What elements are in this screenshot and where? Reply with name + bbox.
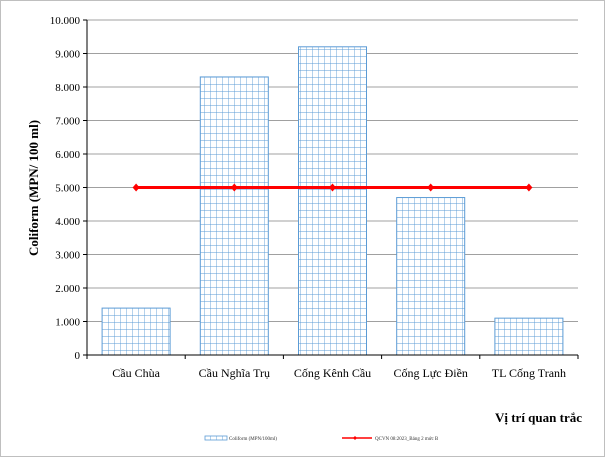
y-axis-label: Coliform (MPN/ 100 ml) (26, 120, 41, 256)
legend-label-qcvn: QCVN 08:2023_Bảng 2 mức B (375, 437, 439, 442)
bar (494, 317, 564, 356)
y-tick-label: 5.000 (55, 183, 80, 195)
y-tick-label: 0 (75, 350, 81, 362)
reference-line-point (230, 183, 238, 192)
y-tick-label: 3.000 (55, 250, 80, 262)
bar (101, 307, 171, 356)
y-tick-label: 1.000 (55, 317, 80, 329)
x-axis-categories: Cầu Chùa Cầu Nghĩa Trụ Cống Kênh Cầu Cống L… (86, 355, 579, 380)
x-category-label: Cầu Chùa (112, 366, 160, 380)
x-category-label: TL Cống Tranh (492, 366, 566, 380)
bar (396, 197, 466, 356)
reference-line-point (427, 183, 435, 192)
y-tick-label: 10.000 (50, 15, 81, 27)
y-tick-label: 2.000 (55, 283, 80, 295)
legend-swatch-coliform (204, 435, 228, 441)
x-category-label: Cống Lực Điền (393, 366, 468, 380)
reference-line-series (132, 183, 533, 192)
bar (199, 76, 269, 356)
x-category-label: Cống Kênh Cầu (294, 366, 371, 380)
reference-line-point (525, 183, 533, 192)
y-tick-label: 8.000 (55, 82, 80, 94)
x-category-label: Cầu Nghĩa Trụ (199, 366, 270, 380)
x-axis-label: Vị trí quan trắc (495, 410, 582, 425)
legend-label-coliform: Coliform (MPN/100ml) (229, 437, 277, 442)
y-axis-ticks: 0 1.000 2.000 3.000 4.000 5.000 6.000 7.000 8.00… (50, 15, 87, 362)
y-tick-label: 7.000 (55, 116, 80, 128)
legend: Coliform (MPN/100ml) QCVN 08:2023_Bảng 2… (204, 435, 439, 442)
legend-marker-qcvn (353, 436, 357, 440)
y-tick-label: 6.000 (55, 149, 80, 161)
y-tick-label: 4.000 (55, 216, 80, 228)
reference-line-point (132, 183, 140, 192)
reference-line-point (329, 183, 336, 192)
y-tick-label: 9.000 (55, 49, 80, 61)
bar (298, 46, 367, 356)
